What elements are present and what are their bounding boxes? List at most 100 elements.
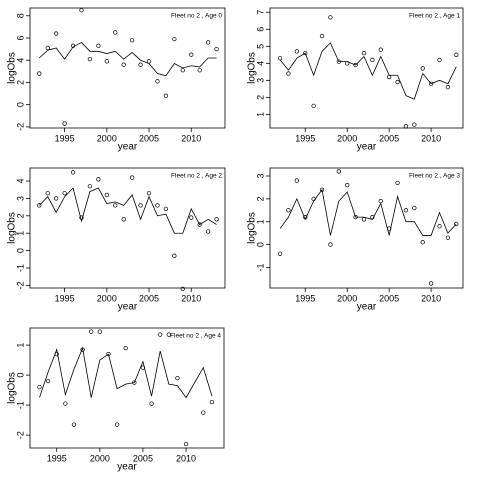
observation-point [163,206,169,212]
plot-box [29,327,225,449]
y-tick-label: 3 [255,173,265,178]
fitted-line [279,188,457,236]
y-tick-label: 2 [255,196,265,201]
x-tick-label: 2010 [181,133,201,143]
observation-point [303,50,308,56]
y-tick-label: 8 [15,13,25,18]
y-tick-label: 0 [15,248,25,253]
observation-point [412,122,417,127]
observation-point [183,441,189,447]
observation-point [70,170,76,175]
y-axis-label: logObs [7,372,18,404]
observation-point [201,410,206,415]
observation-point [437,224,442,229]
y-axis-label: logObs [247,52,258,84]
observation-point [403,208,409,213]
observation-point [445,235,451,240]
panel: Fleet no 2 , Age 2 year logObs 1995 2000 2005… [7,167,226,313]
y-tick-label: -1 [15,264,25,272]
observation-point [454,52,459,57]
panel: Fleet no 2 , Age 1 year logObs 1995 2000 2005… [247,7,464,153]
observation-point [97,329,102,334]
observation-point [62,191,67,196]
x-tick-label: 1995 [47,453,67,463]
observation-point [158,332,163,337]
observation-point [395,180,400,186]
observation-point [138,62,143,67]
y-axis-label: logObs [247,212,258,244]
y-tick-label: 0 [15,102,25,107]
fitted-line [279,42,457,100]
observation-point [180,68,185,73]
observation-point [428,81,434,86]
y-tick-label: 2 [15,213,25,218]
observation-point [277,56,283,61]
observation-point [121,62,126,67]
y-tick-label: -2 [15,281,25,289]
observation-point [294,49,300,54]
y-tick-label: 2 [255,95,265,100]
observation-point [361,50,367,56]
x-tick-label: 2000 [90,453,110,463]
y-tick-label: 7 [255,10,265,15]
observation-point [428,281,434,286]
x-tick-label: 2000 [97,133,117,143]
y-tick-label: 4 [15,179,25,184]
x-tick-label: 2010 [421,293,441,303]
observation-point [138,203,143,208]
observation-point [96,177,101,182]
observation-point [336,169,341,174]
observation-point [286,71,291,76]
x-tick-label: 2000 [337,293,357,303]
x-tick-label: 2000 [337,133,357,143]
panel-title: Fleet no 2 , Age 4 [170,333,221,340]
observation-point [294,178,300,183]
y-tick-label: 2 [15,80,25,85]
observation-point [189,52,194,57]
observation-point [311,103,316,109]
fitted-line [39,41,217,77]
x-tick-label: 2010 [421,133,441,143]
x-tick-label: 2010 [181,293,201,303]
observation-point [175,375,180,381]
observation-point [420,66,425,71]
observation-point [319,33,325,39]
observation-point [378,198,383,204]
fitted-line [39,346,213,399]
observation-point [370,57,375,63]
observation-point [146,59,152,64]
observation-point [37,71,42,76]
y-axis-label: logObs [7,212,18,244]
observation-point [205,40,211,45]
observation-point [345,182,350,188]
observation-point [54,196,59,201]
observation-point [129,38,135,43]
observation-point [420,240,425,245]
y-tick-label: -2 [15,123,25,131]
observation-point [54,31,59,36]
observation-point [106,351,111,357]
panel-title: Fleet no 2 , Age 2 [171,173,222,180]
x-axis-label: year [357,142,377,153]
observation-point [129,175,135,180]
observation-point [387,74,392,80]
x-tick-label: 1995 [295,293,315,303]
y-tick-label: 1 [15,343,25,348]
observation-point [454,221,459,227]
observation-point [37,203,42,208]
observation-point [104,192,109,198]
plot-box [269,167,464,289]
y-tick-label: 3 [15,196,25,201]
observation-point [378,47,383,52]
observation-point [104,59,109,64]
observation-point [437,57,442,63]
observation-point [37,384,42,390]
y-tick-label: -1 [255,263,265,271]
observation-point [79,8,84,13]
observation-point [96,43,101,48]
x-tick-label: 1995 [55,133,75,143]
observation-point [403,124,409,129]
observation-point [63,401,68,406]
y-tick-label: 0 [255,242,265,247]
observation-point [172,36,177,42]
